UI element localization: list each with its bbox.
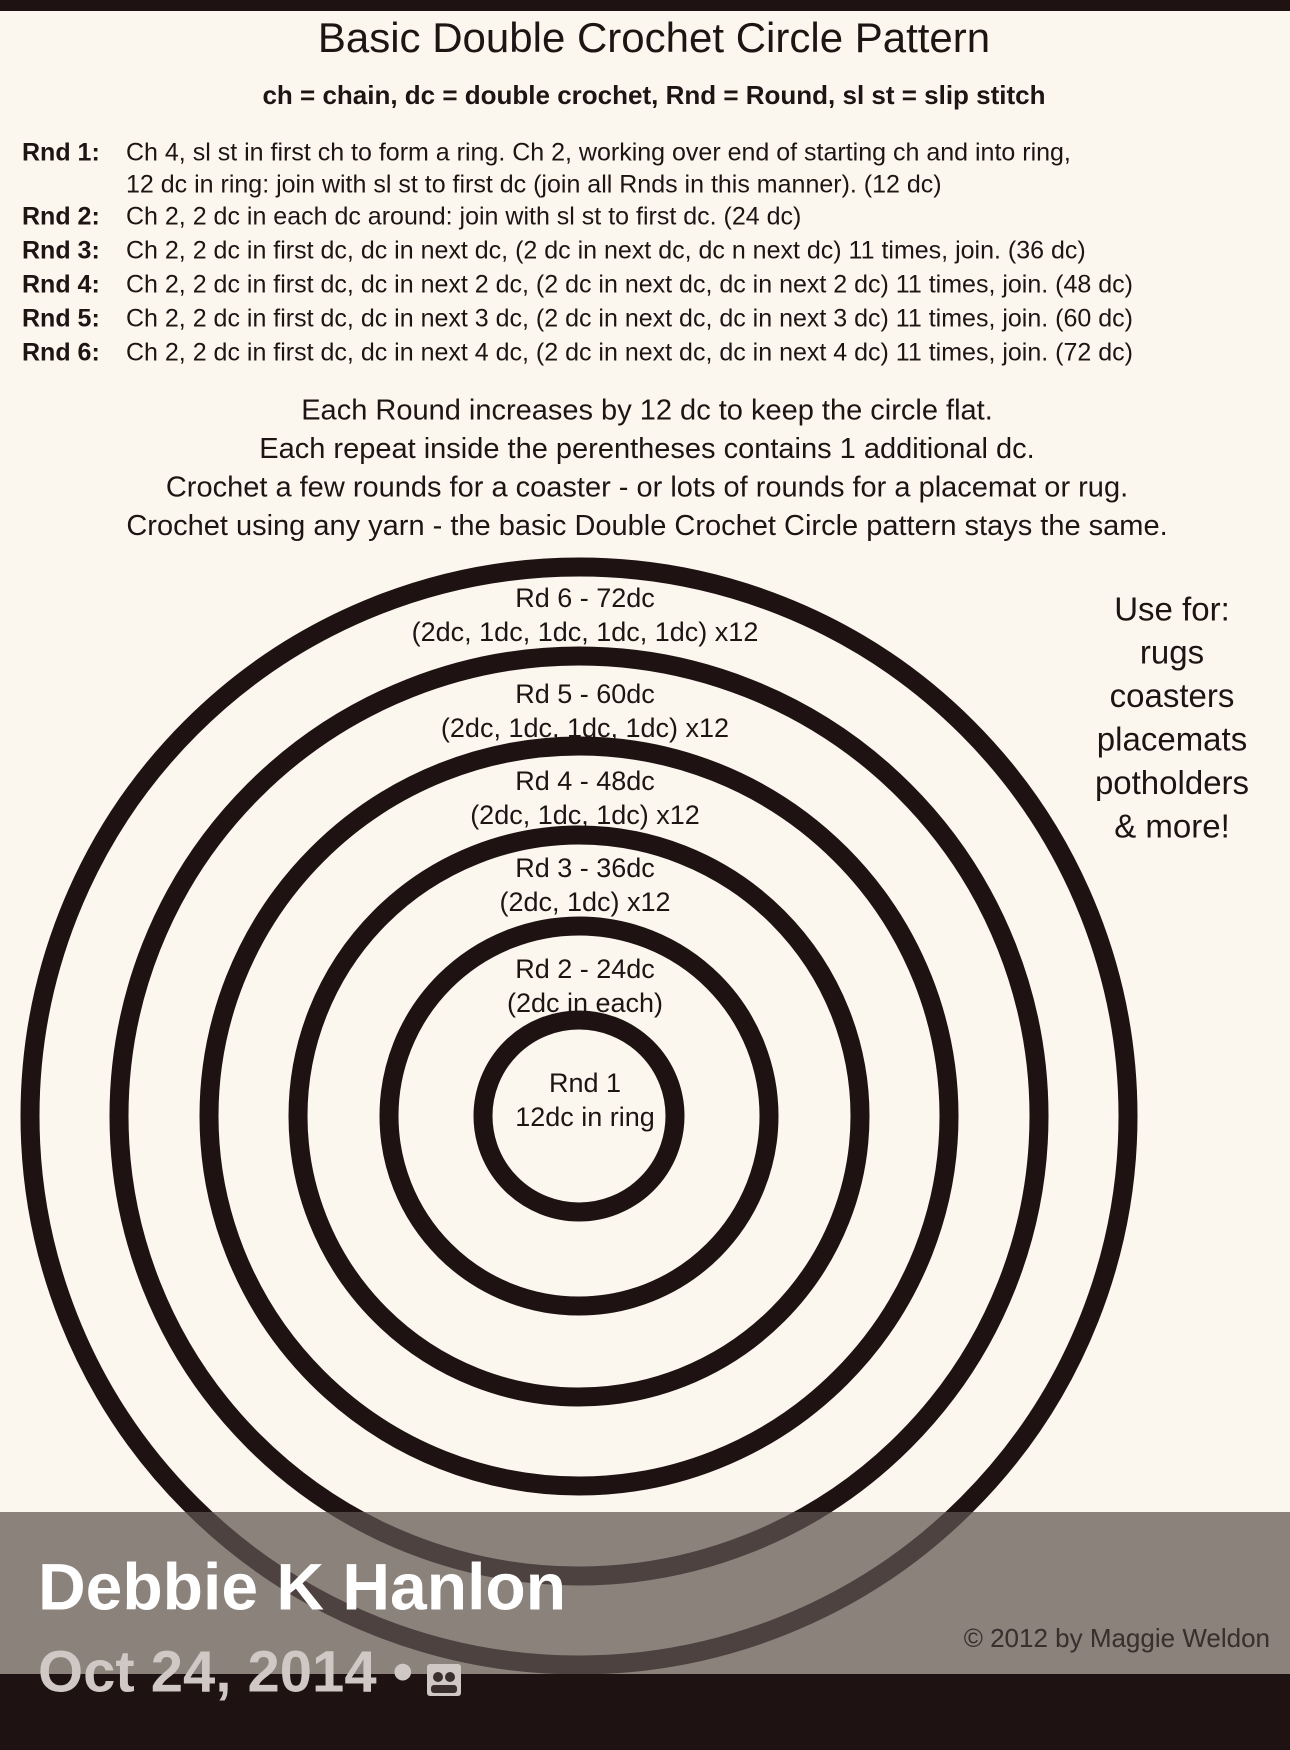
note: Crochet a few rounds for a coaster - or … (166, 472, 1128, 504)
round-label: Rnd 3: (22, 237, 100, 265)
round-instruction: Ch 2, 2 dc in first dc, dc in next 4 dc,… (126, 339, 1133, 367)
overlay-band (0, 1512, 1290, 1674)
ring (473, 1010, 685, 1222)
round-instruction: Ch 2, 2 dc in first dc, dc in next dc, (… (126, 237, 1086, 265)
ring-title: Rd 5 - 60dc (515, 679, 655, 709)
round-label: Rnd 2: (22, 203, 100, 231)
ring-detail: 12dc in ring (515, 1102, 655, 1132)
icon-head (433, 1672, 443, 1682)
note: Each Round increases by 12 dc to keep th… (301, 395, 993, 427)
copyright: © 2012 by Maggie Weldon (964, 1623, 1270, 1653)
ring-detail: (2dc, 1dc) x12 (499, 887, 670, 917)
post-date[interactable]: Oct 24, 2014 • (38, 1639, 413, 1704)
round-instruction: Ch 4, sl st in first ch to form a ring. … (126, 139, 1071, 167)
ring-title: Rd 6 - 72dc (515, 583, 655, 613)
uses-item: potholders (1095, 764, 1249, 801)
post-author[interactable]: Debbie K Hanlon (38, 1549, 566, 1623)
abbreviations: ch = chain, dc = double crochet, Rnd = R… (262, 80, 1045, 110)
round-instruction: 12 dc in ring: join with sl st to first … (126, 171, 942, 199)
title: Basic Double Crochet Circle Pattern (318, 14, 990, 61)
ring-detail: (2dc, 1dc, 1dc, 1dc, 1dc) x12 (412, 617, 759, 647)
uses-item: & more! (1114, 808, 1230, 845)
round-instruction: Ch 2, 2 dc in first dc, dc in next 3 dc,… (126, 305, 1133, 333)
ring-detail: (2dc, 1dc, 1dc) x12 (470, 800, 700, 830)
note: Crochet using any yarn - the basic Doubl… (126, 510, 1167, 542)
round-label: Rnd 6: (22, 339, 100, 367)
uses-item: placemats (1097, 721, 1247, 758)
top-bar (0, 0, 1290, 11)
uses-item: coasters (1110, 677, 1235, 714)
ring-detail: (2dc, 1dc, 1dc, 1dc) x12 (441, 713, 729, 743)
ring (199, 736, 959, 1496)
ring-detail: (2dc in each) (507, 988, 663, 1018)
ring-title: Rnd 1 (549, 1068, 621, 1098)
note: Each repeat inside the perentheses conta… (259, 433, 1034, 465)
uses-item: rugs (1140, 634, 1204, 671)
round-label: Rnd 1: (22, 139, 100, 167)
uses-heading: Use for: (1114, 591, 1230, 628)
bottom-bar (0, 1674, 1290, 1750)
round-label: Rnd 5: (22, 305, 100, 333)
ring-title: Rd 2 - 24dc (515, 954, 655, 984)
round-instruction: Ch 2, 2 dc in each dc around: join with … (126, 203, 801, 231)
ring-title: Rd 3 - 36dc (515, 853, 655, 883)
ring-title: Rd 4 - 48dc (515, 766, 655, 796)
round-instruction: Ch 2, 2 dc in first dc, dc in next 2 dc,… (126, 271, 1133, 299)
ring (288, 825, 870, 1407)
audience-icon[interactable] (427, 1664, 461, 1696)
icon-body (431, 1685, 457, 1693)
icon-head (445, 1672, 455, 1682)
ring (379, 916, 779, 1316)
round-label: Rnd 4: (22, 271, 100, 299)
